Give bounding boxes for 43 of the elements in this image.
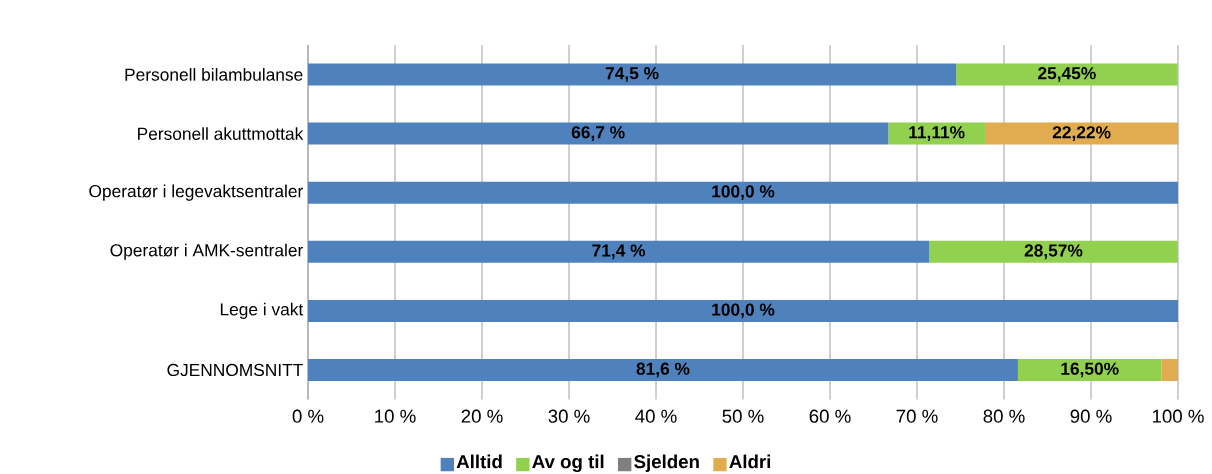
y-tick-label: Operatør i legevaktsentraler — [89, 184, 303, 201]
x-tick-label: 0 % — [292, 409, 324, 423]
y-tick-label: Personell bilambulanse — [125, 68, 303, 81]
x-tick-label: 60 % — [809, 409, 851, 423]
data-label: 74,5 % — [605, 67, 659, 82]
data-label: 71,4 % — [592, 244, 646, 260]
data-label: 66,7 % — [571, 126, 625, 141]
data-label: 100,0 % — [712, 303, 775, 319]
data-label: 22,22% — [1052, 126, 1111, 141]
data-label: 11,11% — [909, 126, 965, 141]
x-tick-label: 50 % — [722, 409, 764, 423]
data-label: 28,57% — [1024, 244, 1083, 260]
x-tick-label: 90 % — [1070, 409, 1112, 423]
legend-label: Sjelden — [634, 454, 699, 472]
y-tick-label: GJENNOMSNITT — [167, 363, 303, 377]
legend-label: Av og til — [532, 454, 604, 473]
bar — [308, 358, 1018, 381]
bar — [1161, 358, 1178, 381]
y-tick-label: Lege i vakt — [220, 302, 304, 319]
data-label: 25,45% — [1038, 67, 1096, 82]
x-tick-label: 40 % — [635, 409, 677, 423]
data-label: 16,50% — [1061, 362, 1119, 378]
x-tick-label: 100 % — [1152, 409, 1204, 423]
data-label: 81,6 % — [636, 362, 690, 378]
x-tick-label: 70 % — [896, 409, 938, 423]
bar — [956, 63, 1178, 86]
y-tick-label: Personell akuttmottak — [138, 127, 304, 140]
bar — [308, 181, 1178, 204]
legend-label: Aldri — [729, 454, 771, 469]
y-tick-label: Operatør i AMK-sentraler — [110, 243, 303, 260]
bar — [308, 299, 1178, 322]
bar — [984, 122, 1179, 145]
x-tick-label: 20 % — [461, 409, 503, 423]
x-tick-label: 80 % — [983, 409, 1025, 423]
bar — [929, 240, 1178, 263]
x-tick-label: 30 % — [548, 409, 590, 423]
bar — [308, 63, 957, 86]
data-label: 100,0 % — [712, 185, 775, 201]
x-tick-label: 10 % — [375, 409, 416, 423]
legend-label: Alltid — [456, 454, 502, 469]
bar — [308, 122, 889, 145]
bar — [1017, 358, 1162, 381]
bar — [308, 240, 930, 263]
